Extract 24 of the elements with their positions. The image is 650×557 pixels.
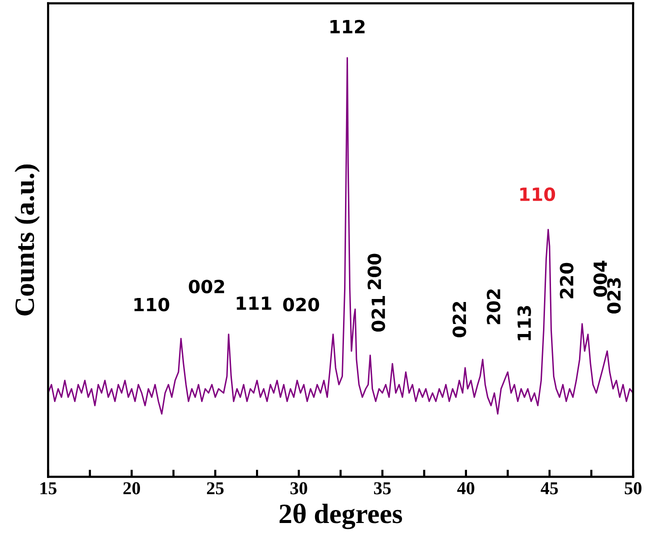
annotation: 113 — [517, 306, 532, 340]
x-tick-label: 45 — [540, 482, 558, 494]
annotation: 200 — [368, 254, 382, 290]
x-tick-label: 30 — [290, 482, 308, 494]
annotation: 110 — [134, 298, 170, 312]
annotation: 002 — [188, 280, 224, 294]
x-tick-label: 25 — [206, 482, 224, 494]
x-tick-label: 20 — [123, 482, 140, 494]
annotation: 004 — [593, 260, 608, 297]
x-tick-label: 50 — [624, 482, 642, 494]
annotation: 021 — [371, 296, 386, 332]
x-tick-label: 40 — [457, 482, 474, 494]
annotation: 020 — [283, 298, 320, 312]
x-tick-label: 15 — [40, 482, 56, 494]
annotation: 112 — [330, 20, 365, 34]
x-axis-title: 2θ degrees — [280, 504, 402, 530]
annotation: 023 — [607, 278, 621, 314]
annotation: 220 — [560, 262, 574, 298]
annotation: 202 — [486, 289, 500, 324]
annotation: 111 — [236, 296, 272, 310]
annotation: 022 — [452, 302, 466, 338]
x-tick-label: 35 — [374, 482, 391, 494]
annotation: 110 — [520, 187, 556, 202]
y-axis-title: Counts (a.u.) — [14, 164, 40, 316]
